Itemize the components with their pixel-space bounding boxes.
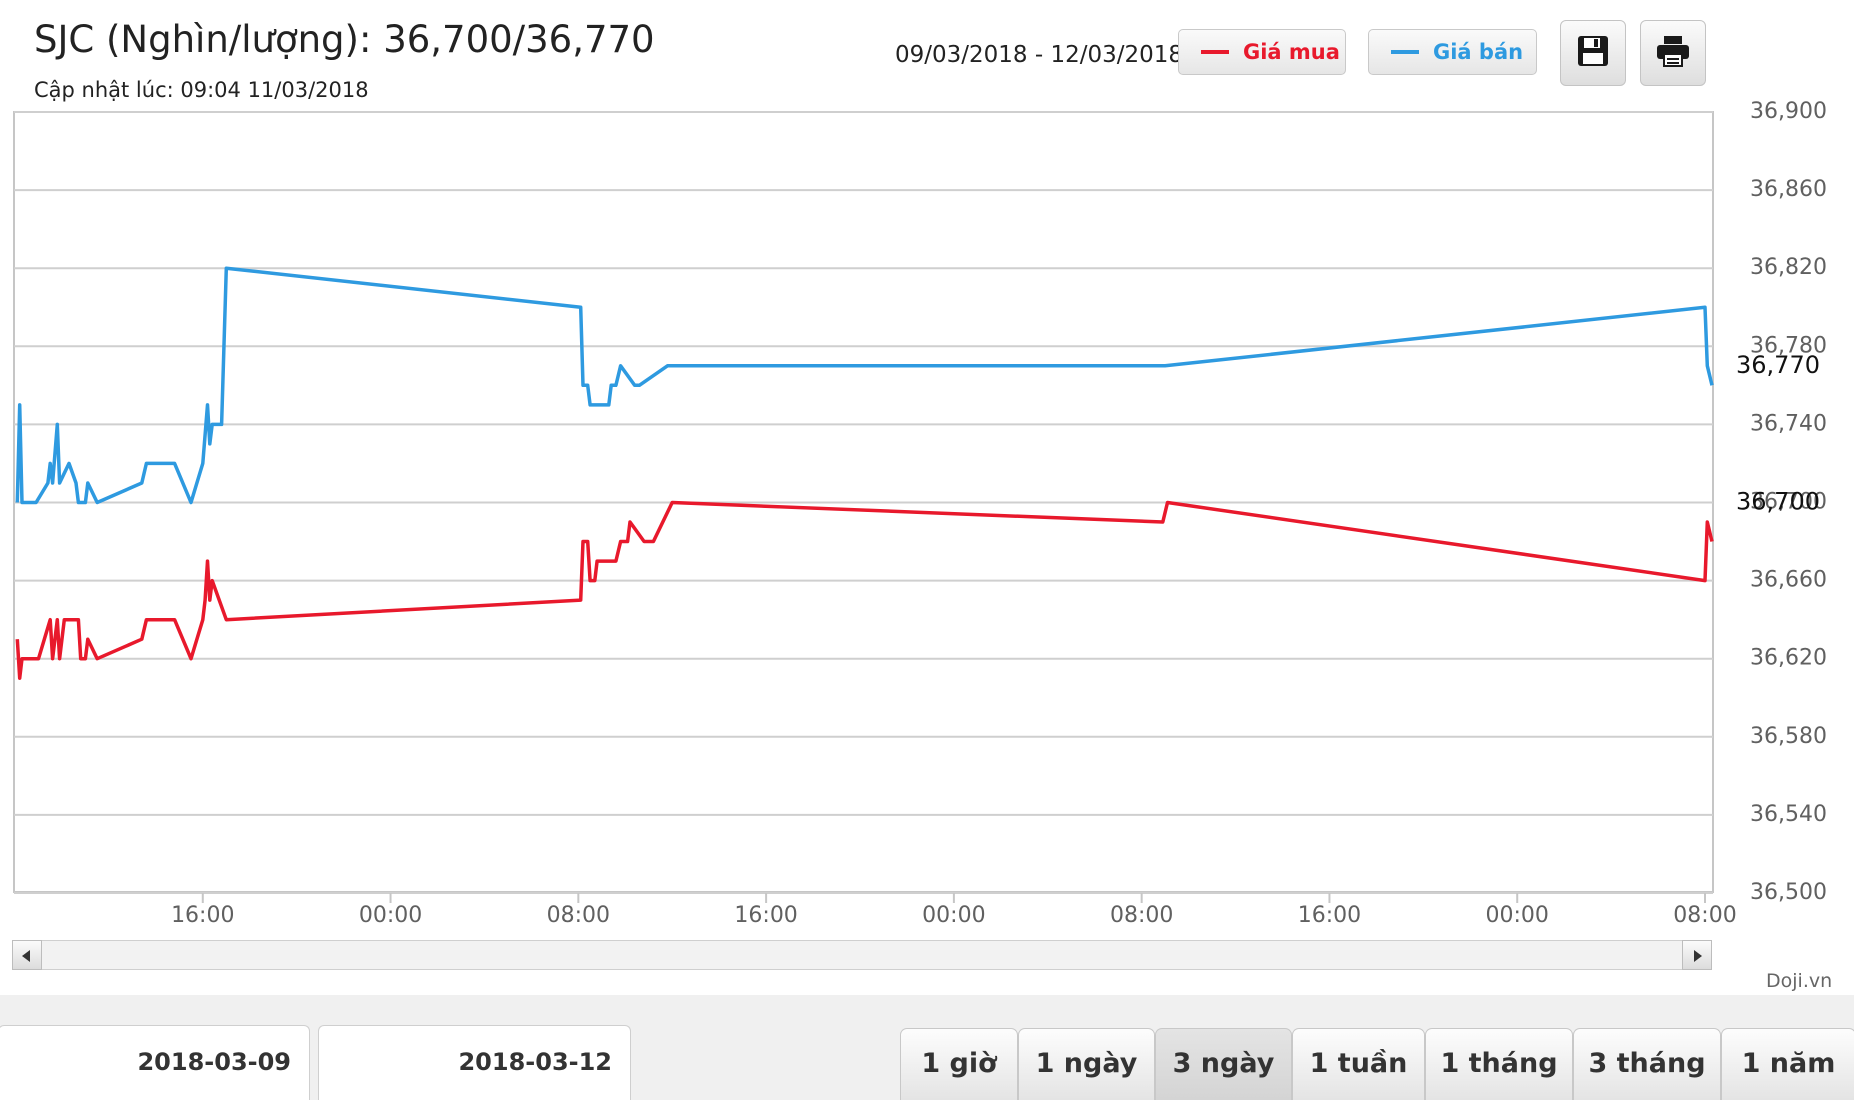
x-axis: 16:00 00:00 08:00 16:00 00:00 08:00 16:00 00:00… [171,893,1737,928]
x-tick-label: 08:00 [1110,903,1173,928]
y-tick-label: 36,540 [1750,802,1827,827]
print-button[interactable] [1640,20,1706,86]
y-tick-label: 36,740 [1750,411,1827,436]
scroll-right-button[interactable] [1682,940,1712,970]
date-range-label: 09/03/2018 - 12/03/2018 [895,42,1184,68]
y-tick-label: 36,860 [1750,177,1827,202]
range-button-3m[interactable]: 3 tháng [1573,1028,1721,1100]
legend-label-sell: Giá bán [1433,40,1524,64]
range-button-1y[interactable]: 1 năm [1721,1028,1854,1100]
x-tick-label: 00:00 [922,903,985,928]
x-tick-label: 08:00 [547,903,610,928]
legend-label-buy: Giá mua [1243,40,1340,64]
range-button-1m[interactable]: 1 tháng [1425,1028,1573,1100]
range-button-1h[interactable]: 1 giờ [900,1028,1018,1100]
y-tick-label: 36,780 [1750,333,1827,358]
arrow-left-icon [22,950,30,962]
legend-item-buy[interactable]: Giá mua [1178,29,1346,75]
y-tick-label: 36,820 [1750,255,1827,280]
legend-swatch-sell [1391,50,1419,54]
x-tick-label: 00:00 [1486,903,1549,928]
legend-item-sell[interactable]: Giá bán [1368,29,1537,75]
legend-swatch-buy [1201,50,1229,54]
grid-lines [14,111,1713,894]
last-values: 36,770 36,700 [1736,351,1820,516]
y-tick-label: 36,700 [1750,490,1827,515]
y-axis: 36,500 36,540 36,580 36,620 36,660 36,700 36,7… [1750,99,1827,905]
y-tick-label: 36,660 [1750,568,1827,593]
credit-label: Doji.vn [1766,970,1833,992]
range-button-3d[interactable]: 3 ngày [1155,1028,1292,1100]
x-tick-label: 16:00 [1298,903,1361,928]
last-value-buy: 36,700 [1736,488,1820,516]
range-button-1w[interactable]: 1 tuần [1292,1028,1425,1100]
x-tick-label: 16:00 [734,903,797,928]
updated-timestamp: Cập nhật lúc: 09:04 11/03/2018 [34,78,369,102]
range-to-field[interactable]: 2018-03-12 [318,1025,631,1100]
arrow-right-icon [1694,950,1702,962]
x-tick-label: 00:00 [359,903,422,928]
save-button[interactable] [1560,20,1626,86]
floppy-disk-icon [1576,34,1610,73]
y-tick-label: 36,500 [1750,880,1827,905]
range-button-1d[interactable]: 1 ngày [1018,1028,1155,1100]
x-tick-label: 16:00 [171,903,234,928]
printer-icon [1655,34,1691,73]
range-from-field[interactable]: 2018-03-09 [0,1025,310,1100]
y-tick-label: 36,580 [1750,724,1827,749]
price-chart: 36,50036,54036,58036,62036,66036,70036,7… [13,99,1827,928]
series-line-sell [15,266,1714,505]
x-tick-label: 08:00 [1673,903,1736,928]
y-tick-label: 36,900 [1750,99,1827,124]
page-title: SJC (Nghìn/lượng): 36,700/36,770 [34,18,655,61]
y-tick-label: 36,620 [1750,646,1827,671]
last-value-sell: 36,770 [1736,351,1820,379]
scroll-left-button[interactable] [12,940,42,970]
horizontal-scrollbar[interactable] [12,940,1712,970]
series-group [15,266,1714,680]
series-line-buy [15,500,1714,680]
